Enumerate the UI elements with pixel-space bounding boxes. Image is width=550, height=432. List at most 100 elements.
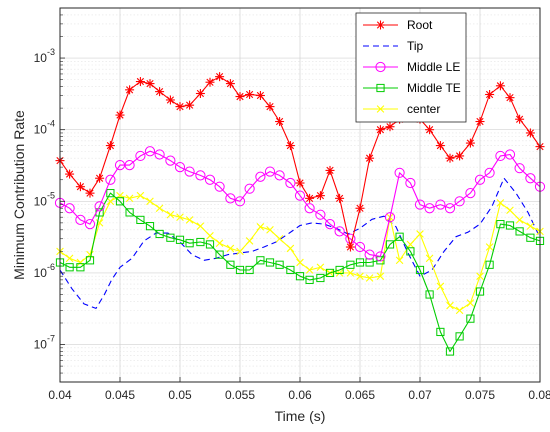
data-point — [244, 183, 255, 194]
data-point — [505, 221, 515, 230]
data-point — [376, 105, 385, 113]
data-point — [64, 203, 75, 214]
data-point — [234, 196, 246, 207]
data-point — [465, 188, 476, 199]
data-point — [166, 210, 175, 219]
data-point — [286, 265, 295, 275]
data-point — [144, 146, 156, 157]
data-point — [196, 222, 205, 230]
data-point — [496, 82, 505, 90]
x-tick-label: 0.08 — [528, 388, 550, 402]
data-point — [195, 170, 206, 181]
x-tick-label: 0.065 — [345, 388, 375, 402]
legend-label: Tip — [407, 39, 424, 53]
data-point — [165, 155, 176, 166]
legend-label: Middle LE — [407, 60, 460, 74]
data-point — [176, 213, 184, 221]
data-point — [425, 290, 434, 299]
data-point — [334, 226, 345, 237]
data-point — [155, 229, 164, 239]
data-point — [324, 219, 336, 230]
y-tick-label: 10-4 — [34, 119, 55, 137]
legend-label: Root — [407, 18, 433, 32]
y-tick-label: 10-5 — [34, 190, 55, 208]
data-point — [525, 173, 536, 184]
data-point — [136, 191, 145, 200]
data-point — [326, 166, 334, 175]
data-point — [346, 260, 355, 269]
data-point — [375, 251, 386, 262]
data-point — [184, 166, 195, 177]
data-point — [296, 179, 304, 187]
legend-entry: Middle LE — [363, 60, 460, 74]
data-point — [86, 189, 94, 197]
data-point — [395, 256, 404, 265]
series-middle-te — [55, 189, 545, 356]
data-point — [296, 258, 304, 267]
data-point — [316, 192, 325, 200]
data-point — [266, 226, 274, 234]
data-point — [245, 265, 254, 275]
x-tick-label: 0.07 — [408, 388, 432, 402]
data-point — [235, 265, 245, 275]
data-point — [265, 258, 275, 267]
data-point — [106, 197, 115, 206]
data-point — [475, 287, 485, 296]
data-point — [425, 254, 434, 263]
data-point — [376, 126, 385, 134]
data-point — [226, 244, 235, 253]
data-point — [146, 79, 154, 88]
data-point — [105, 174, 116, 185]
data-point — [295, 272, 305, 281]
data-point — [335, 269, 344, 277]
legend[interactable]: Root Tip Middle LE Middle TE center — [355, 12, 467, 123]
legend-entry: Tip — [363, 39, 424, 53]
data-point — [94, 201, 105, 212]
data-point — [226, 79, 235, 88]
data-point — [185, 101, 194, 109]
data-point — [436, 282, 445, 291]
data-point — [466, 314, 475, 323]
data-point — [236, 92, 244, 101]
data-point — [256, 223, 265, 231]
legend-label: Middle TE — [407, 81, 461, 95]
data-point — [106, 141, 115, 150]
data-point — [124, 160, 135, 171]
data-point — [185, 239, 194, 248]
data-point — [406, 240, 415, 249]
legend-entry: center — [363, 102, 440, 116]
data-point — [305, 194, 314, 202]
data-point — [275, 260, 284, 269]
series-line — [59, 150, 541, 257]
data-point — [346, 269, 355, 277]
data-point — [175, 235, 185, 244]
data-point — [84, 219, 96, 230]
data-point — [256, 256, 265, 265]
data-point — [65, 263, 74, 272]
data-point — [166, 233, 175, 242]
data-point — [386, 123, 394, 131]
data-point — [214, 181, 225, 192]
data-point — [176, 102, 184, 111]
data-point — [414, 199, 426, 210]
data-point — [405, 177, 416, 189]
data-point — [365, 154, 374, 162]
data-point — [476, 117, 484, 126]
data-point — [436, 141, 445, 150]
legend-entry: Middle TE — [363, 81, 461, 95]
data-point — [286, 244, 295, 253]
data-point — [286, 141, 295, 150]
data-point — [455, 306, 464, 315]
data-point — [325, 268, 335, 278]
data-point — [466, 299, 475, 307]
data-point — [455, 152, 464, 160]
data-point — [65, 170, 74, 178]
data-point — [506, 206, 514, 215]
data-point — [76, 258, 85, 267]
data-point — [355, 258, 365, 267]
data-point — [166, 96, 175, 104]
data-point — [225, 193, 236, 204]
data-point — [106, 189, 115, 198]
data-point — [215, 73, 224, 81]
